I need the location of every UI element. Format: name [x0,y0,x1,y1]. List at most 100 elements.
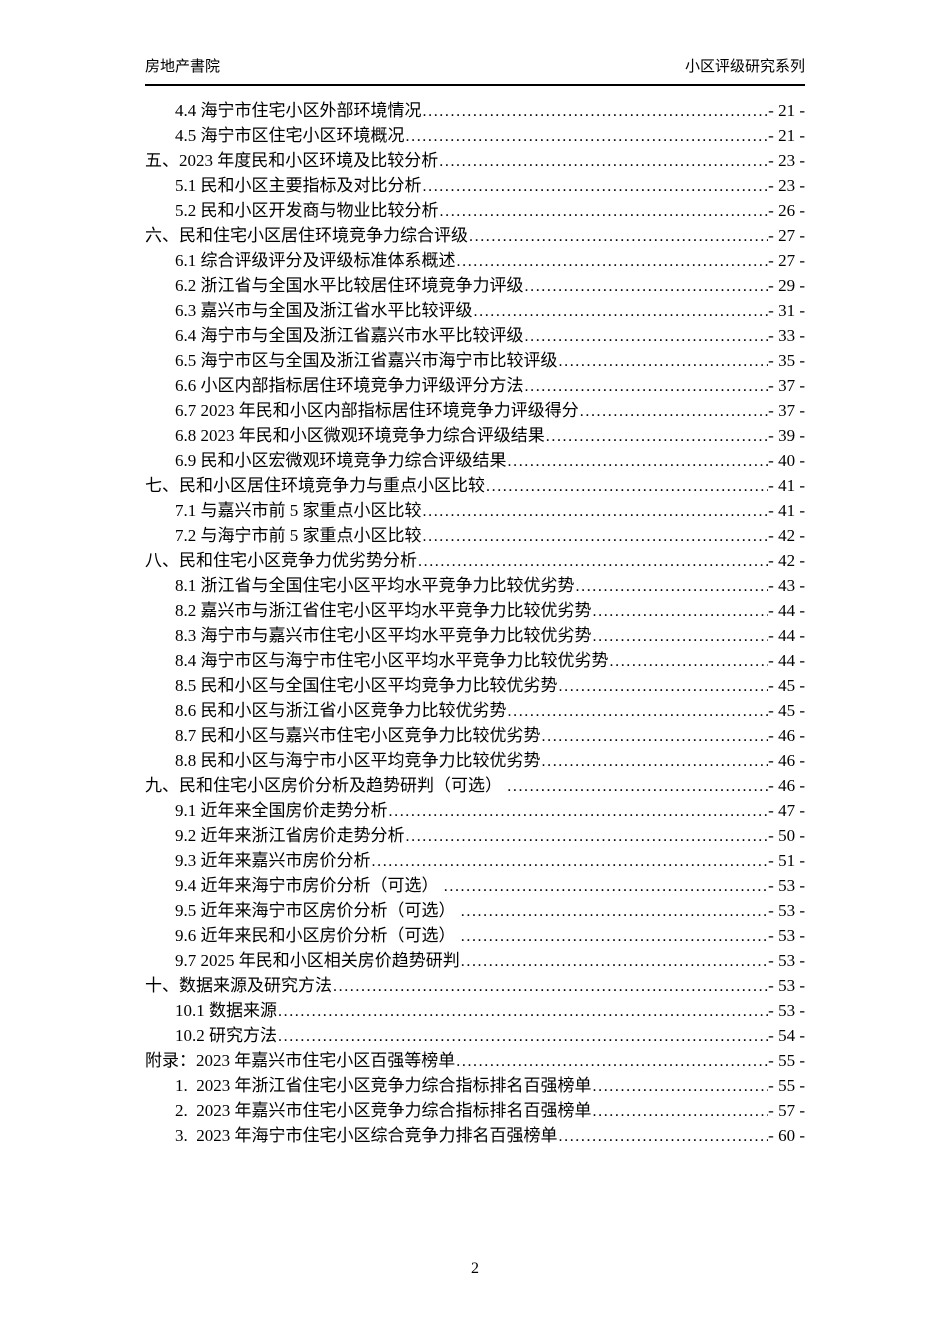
toc-entry-page: - 46 - [768,751,805,770]
toc-entry[interactable]: 十、数据来源及研究方法 - 53 - [145,973,805,998]
toc-entry[interactable]: 9.6 近年来民和小区房价分析（可选） - 53 - [145,923,805,948]
toc-entry-label: 8.2 嘉兴市与浙江省住宅小区平均水平竞争力比较优劣势 [175,601,592,620]
toc-entry[interactable]: 4.4 海宁市住宅小区外部环境情况 - 21 - [145,98,805,123]
toc-entry[interactable]: 8.2 嘉兴市与浙江省住宅小区平均水平竞争力比较优劣势 - 44 - [145,598,805,623]
toc-entry[interactable]: 8.8 民和小区与海宁市小区平均竞争力比较优劣势 - 46 - [145,748,805,773]
toc-entry-label: 8.6 民和小区与浙江省小区竞争力比较优劣势 [175,701,507,720]
toc-entry[interactable]: 6.7 2023 年民和小区内部指标居住环境竞争力评级得分 - 37 - [145,398,805,423]
header-right-title: 小区评级研究系列 [684,58,805,75]
toc-entry[interactable]: 8.5 民和小区与全国住宅小区平均竞争力比较优劣势 - 45 - [145,673,805,698]
toc-entry-page: - 26 - [768,201,805,220]
toc-leader-dots [460,948,768,974]
toc-entry-page: - 53 - [768,1001,805,1020]
toc-entry[interactable]: 6.5 海宁市区与全国及浙江省嘉兴市海宁市比较评级 - 35 - [145,348,805,373]
toc-leader-dots [558,348,769,374]
toc-entry-label: 10.1 数据来源 [175,1001,277,1020]
toc-entry-label: 八、民和住宅小区竞争力优劣势分析 [145,551,417,570]
toc-entry-page: - 45 - [768,701,805,720]
toc-entry-label: 4.5 海宁市区住宅小区环境概况 [175,126,405,145]
toc-entry-label: 6.6 小区内部指标居住环境竞争力评级评分方法 [175,376,524,395]
toc-leader-dots [524,323,769,349]
page-footer: 2 [0,1258,950,1280]
toc-entry-page: - 35 - [768,351,805,370]
toc-entry-label: 6.4 海宁市与全国及浙江省嘉兴市水平比较评级 [175,326,524,345]
toc-entry-label: 十、数据来源及研究方法 [145,976,332,995]
toc-entry[interactable]: 七、民和小区居住环境竞争力与重点小区比较 - 41 - [145,473,805,498]
toc-entry[interactable]: 2. 2023 年嘉兴市住宅小区竞争力综合指标排名百强榜单 - 57 - [145,1098,805,1123]
toc-leader-dots [507,698,769,724]
toc-entry[interactable]: 九、民和住宅小区房价分析及趋势研判（可选） - 46 - [145,773,805,798]
toc-entry-page: - 21 - [768,101,805,120]
toc-entry[interactable]: 9.5 近年来海宁市区房价分析（可选） - 53 - [145,898,805,923]
toc-entry[interactable]: 4.5 海宁市区住宅小区环境概况 - 21 - [145,123,805,148]
toc-entry[interactable]: 7.1 与嘉兴市前 5 家重点小区比较 - 41 - [145,498,805,523]
toc-entry[interactable]: 6.1 综合评级评分及评级标准体系概述 - 27 - [145,248,805,273]
toc-leader-dots [422,98,769,124]
toc-entry[interactable]: 10.1 数据来源 - 53 - [145,998,805,1023]
toc-entry-label: 9.4 近年来海宁市房价分析（可选） [175,876,443,895]
toc-entry-page: - 57 - [768,1101,805,1120]
toc-entry[interactable]: 6.4 海宁市与全国及浙江省嘉兴市水平比较评级 - 33 - [145,323,805,348]
toc-entry-page: - 53 - [768,926,805,945]
toc-leader-dots [579,398,768,424]
toc-entry-label: 3. 2023 年海宁市住宅小区综合竞争力排名百强榜单 [175,1126,558,1145]
toc-entry-page: - 31 - [768,301,805,320]
page-header: 房地产書院 小区评级研究系列 [145,0,805,86]
toc-leader-dots [524,273,769,299]
toc-entry[interactable]: 8.7 民和小区与嘉兴市住宅小区竞争力比较优劣势 - 46 - [145,723,805,748]
toc-entry-page: - 41 - [768,476,805,495]
toc-entry[interactable]: 9.2 近年来浙江省房价走势分析 - 50 - [145,823,805,848]
toc-leader-dots [592,598,769,624]
toc-entry[interactable]: 6.8 2023 年民和小区微观环境竞争力综合评级结果 - 39 - [145,423,805,448]
toc-entry-label: 9.6 近年来民和小区房价分析（可选） [175,926,460,945]
toc-entry-page: - 53 - [768,951,805,970]
toc-leader-dots [422,498,769,524]
toc-entry-page: - 47 - [768,801,805,820]
toc-entry-page: - 50 - [768,826,805,845]
toc-entry[interactable]: 6.6 小区内部指标居住环境竞争力评级评分方法 - 37 - [145,373,805,398]
toc-entry[interactable]: 7.2 与海宁市前 5 家重点小区比较 - 42 - [145,523,805,548]
toc-entry-page: - 46 - [768,776,805,795]
toc-entry-page: - 44 - [768,651,805,670]
toc-entry-page: - 60 - [768,1126,805,1145]
toc-leader-dots [592,1098,769,1124]
toc-entry[interactable]: 5.1 民和小区主要指标及对比分析 - 23 - [145,173,805,198]
toc-entry-label: 9.3 近年来嘉兴市房价分析 [175,851,371,870]
toc-entry[interactable]: 8.6 民和小区与浙江省小区竞争力比较优劣势 - 45 - [145,698,805,723]
toc-entry[interactable]: 六、民和住宅小区居住环境竞争力综合评级 - 27 - [145,223,805,248]
toc-entry[interactable]: 1. 2023 年浙江省住宅小区竞争力综合指标排名百强榜单 - 55 - [145,1073,805,1098]
toc-entry[interactable]: 9.3 近年来嘉兴市房价分析 - 51 - [145,848,805,873]
toc-leader-dots [541,723,769,749]
toc-entry[interactable]: 附录：2023 年嘉兴市住宅小区百强等榜单 - 55 - [145,1048,805,1073]
toc-leader-dots [592,1073,769,1099]
toc-entry[interactable]: 8.3 海宁市与嘉兴市住宅小区平均水平竞争力比较优劣势 - 44 - [145,623,805,648]
toc-leader-dots [541,748,769,774]
toc-entry[interactable]: 6.2 浙江省与全国水平比较居住环境竞争力评级 - 29 - [145,273,805,298]
toc-entry[interactable]: 3. 2023 年海宁市住宅小区综合竞争力排名百强榜单 - 60 - [145,1123,805,1148]
toc-entry-page: - 33 - [768,326,805,345]
toc-leader-dots [524,373,769,399]
toc-entry[interactable]: 6.3 嘉兴市与全国及浙江省水平比较评级 - 31 - [145,298,805,323]
toc-entry[interactable]: 8.4 海宁市区与海宁市住宅小区平均水平竞争力比较优劣势 - 44 - [145,648,805,673]
toc-entry[interactable]: 8.1 浙江省与全国住宅小区平均水平竞争力比较优劣势 - 43 - [145,573,805,598]
toc-entry[interactable]: 10.2 研究方法 - 54 - [145,1023,805,1048]
toc-leader-dots [405,823,769,849]
toc-entry-page: - 39 - [768,426,805,445]
toc-entry-page: - 23 - [768,176,805,195]
toc-entry-label: 6.7 2023 年民和小区内部指标居住环境竞争力评级得分 [175,401,579,420]
toc-entry-label: 5.1 民和小区主要指标及对比分析 [175,176,422,195]
toc-leader-dots [460,923,768,949]
toc-entry[interactable]: 9.4 近年来海宁市房价分析（可选） - 53 - [145,873,805,898]
toc-entry-page: - 29 - [768,276,805,295]
toc-entry[interactable]: 9.1 近年来全国房价走势分析 - 47 - [145,798,805,823]
toc-entry[interactable]: 9.7 2025 年民和小区相关房价趋势研判 - 53 - [145,948,805,973]
toc-entry-page: - 41 - [768,501,805,520]
toc-entry[interactable]: 五、2023 年度民和小区环境及比较分析 - 23 - [145,148,805,173]
toc-entry[interactable]: 5.2 民和小区开发商与物业比较分析 - 26 - [145,198,805,223]
toc-entry-label: 6.5 海宁市区与全国及浙江省嘉兴市海宁市比较评级 [175,351,558,370]
toc-entry[interactable]: 八、民和住宅小区竞争力优劣势分析 - 42 - [145,548,805,573]
toc-leader-dots [592,623,769,649]
toc-entry[interactable]: 6.9 民和小区宏微观环境竞争力综合评级结果 - 40 - [145,448,805,473]
toc-entry-page: - 46 - [768,726,805,745]
